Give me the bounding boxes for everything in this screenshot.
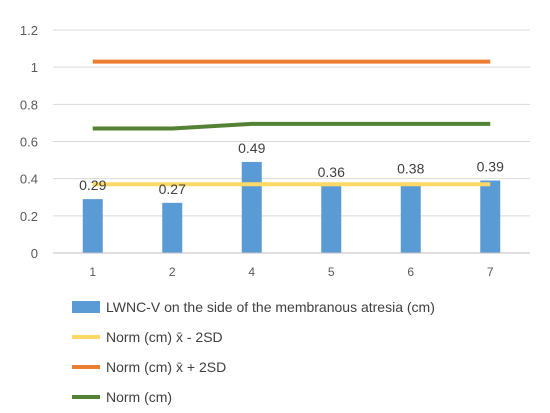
line-series (92, 59, 491, 187)
data-label: 0.27 (159, 181, 186, 197)
data-label: 0.38 (397, 160, 424, 176)
bar (321, 186, 342, 253)
legend: LWNC-V on the side of the membranous atr… (72, 299, 435, 405)
bar (480, 180, 501, 253)
y-tick-label: 0.8 (20, 97, 38, 112)
bar-series (82, 161, 501, 253)
gridlines (53, 29, 530, 254)
y-tick-label: 1.2 (20, 23, 38, 38)
data-label: 0.29 (79, 177, 106, 193)
legend-label: Norm (cm) x̄ - 2SD (106, 329, 223, 345)
legend-label: LWNC-V on the side of the membranous atr… (106, 299, 435, 315)
bar (400, 182, 421, 253)
x-tick-label: 4 (248, 265, 255, 279)
data-label: 0.49 (238, 140, 265, 156)
legend-label: Norm (cm) x̄ + 2SD (106, 359, 226, 375)
legend-swatch (72, 301, 100, 313)
bar (241, 161, 262, 253)
x-axis: 1 2 4 5 6 7 (53, 252, 530, 279)
data-labels: 0.29 0.27 0.49 0.36 0.38 0.39 (79, 140, 504, 197)
data-label: 0.36 (318, 164, 345, 180)
x-tick-label: 6 (407, 265, 414, 279)
x-tick-label: 2 (169, 265, 176, 279)
x-tick-label: 1 (89, 265, 96, 279)
y-tick-label: 0.2 (20, 209, 38, 224)
bar (82, 199, 103, 253)
data-label: 0.39 (477, 159, 504, 175)
legend-label: Norm (cm) (106, 389, 172, 405)
bar (162, 202, 183, 253)
x-tick-label: 5 (328, 265, 335, 279)
y-tick-label: 0.6 (20, 135, 38, 150)
y-tick-label: 1 (31, 60, 38, 75)
y-tick-label: 0 (31, 246, 38, 261)
y-axis: 0 0.2 0.4 0.6 0.8 1 1.2 (20, 23, 38, 261)
series-line (92, 121, 491, 131)
x-tick-label: 7 (487, 265, 494, 279)
y-tick-label: 0.4 (20, 172, 38, 187)
